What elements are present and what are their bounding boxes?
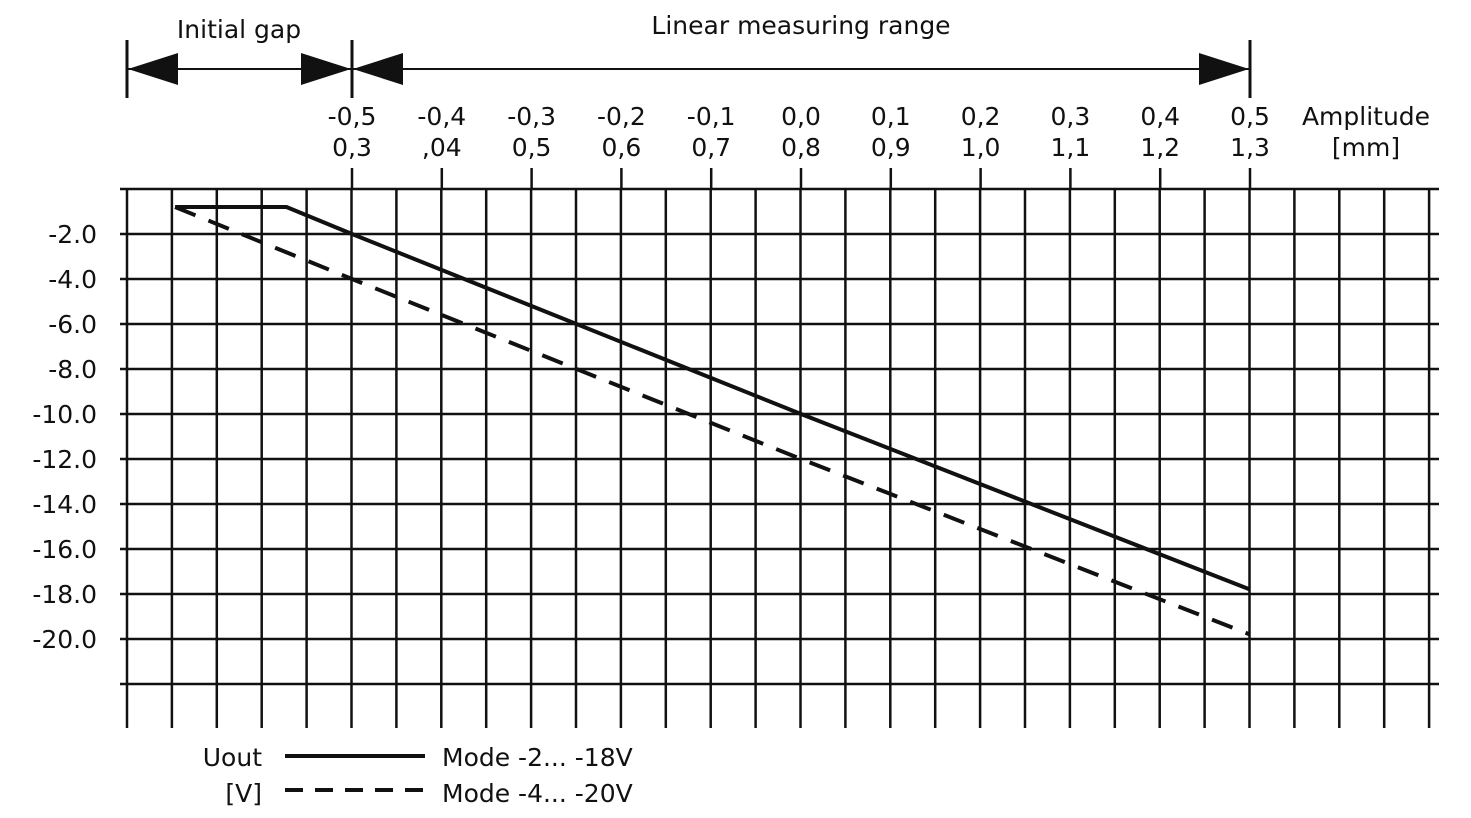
chart-grid (120, 187, 1439, 728)
y-tick-label: -20.0 (32, 625, 97, 654)
y-axis-label-line1: Uout (203, 743, 262, 772)
x-tick-label-gap: 1,3 (1230, 133, 1270, 162)
y-tick-label: -8.0 (48, 355, 97, 384)
x-tick-label-amplitude: -0,1 (687, 102, 736, 131)
series-line-dashed (174, 205, 1251, 637)
series-layer (174, 205, 1251, 637)
x-tick-label-amplitude: 0,2 (961, 102, 1001, 131)
linear-range-right-arrowhead (1199, 53, 1249, 85)
x-axis-label-line1: Amplitude (1302, 102, 1430, 131)
legend-label-dashed: Mode -4... -20V (442, 779, 633, 808)
x-tick-label-gap: 0,7 (691, 133, 731, 162)
x-tick-label-amplitude: -0,4 (417, 102, 466, 131)
legend-label-solid: Mode -2... -18V (442, 743, 633, 772)
x-tick-label-amplitude: 0,3 (1051, 102, 1091, 131)
y-tick-label: -14.0 (32, 490, 97, 519)
x-tick-label-gap: 0,5 (512, 133, 552, 162)
y-tick-label: -10.0 (32, 400, 97, 429)
x-tick-label-amplitude: 0,1 (871, 102, 911, 131)
x-tick-label-gap: ,04 (422, 133, 462, 162)
y-axis-label-line2: [V] (225, 779, 262, 808)
x-tick-label-amplitude: -0,3 (507, 102, 556, 131)
linear-range-left-arrowhead (353, 53, 403, 85)
legend: Uout [V] Mode -2... -18V Mode -4... -20V (203, 743, 633, 808)
y-tick-labels: -2.0 -4.0 -6.0 -8.0 -10.0 -12.0 -14.0 -16.0 -18.… (32, 220, 97, 654)
x-tick-label-gap: 0,9 (871, 133, 911, 162)
initial-gap-left-arrowhead (128, 53, 178, 85)
linear-range-label: Linear measuring range (651, 11, 950, 40)
x-tick-label-gap: 1,2 (1140, 133, 1180, 162)
x-tick-labels: -0,50,3-0,4,04-0,30,5-0,20,6-0,10,70,00,… (328, 102, 1270, 189)
x-tick-label-gap: 0,8 (781, 133, 821, 162)
initial-gap-label: Initial gap (177, 15, 301, 44)
x-tick-label-amplitude: 0,4 (1140, 102, 1180, 131)
x-axis-label: Amplitude [mm] (1302, 102, 1430, 162)
y-tick-label: -2.0 (48, 220, 97, 249)
x-tick-label-amplitude: -0,5 (328, 102, 377, 131)
y-tick-label: -6.0 (48, 310, 97, 339)
x-axis-label-line2: [mm] (1332, 133, 1400, 162)
y-tick-label: -12.0 (32, 445, 97, 474)
y-tick-label: -18.0 (32, 580, 97, 609)
x-tick-label-amplitude: 0,5 (1230, 102, 1270, 131)
x-tick-label-amplitude: 0,0 (781, 102, 821, 131)
x-tick-label-gap: 1,1 (1051, 133, 1091, 162)
series-line-solid (175, 205, 1251, 592)
x-tick-label-gap: 0,6 (602, 133, 642, 162)
x-tick-label-gap: 0,3 (332, 133, 372, 162)
y-tick-label: -4.0 (48, 265, 97, 294)
initial-gap-right-arrowhead (301, 53, 351, 85)
y-tick-label: -16.0 (32, 535, 97, 564)
x-tick-label-gap: 1,0 (961, 133, 1001, 162)
x-tick-label-amplitude: -0,2 (597, 102, 646, 131)
range-annotation: Initial gap Linear measuring range (125, 11, 1252, 98)
